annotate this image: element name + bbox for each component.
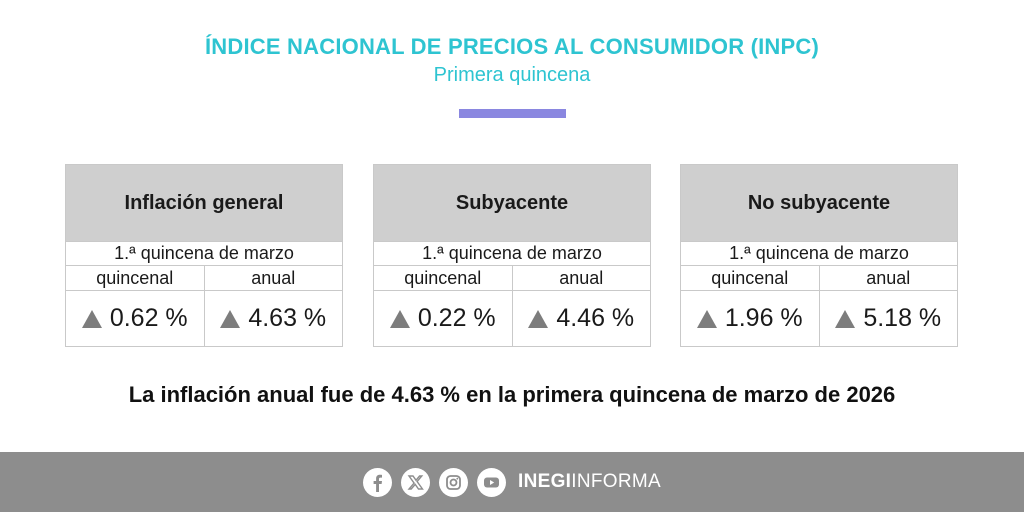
- quincenal-value: 1.96 %: [724, 304, 803, 332]
- column-quincenal: quincenal: [66, 266, 205, 290]
- card-no-subyacente: No subyacente 1.ª quincena de marzo quin…: [680, 164, 958, 347]
- youtube-icon[interactable]: [477, 467, 507, 497]
- anual-value-cell: 4.63 %: [205, 291, 343, 346]
- card-inflacion-general: Inflación general 1.ª quincena de marzo …: [65, 164, 343, 347]
- card-column-headers: quincenal anual: [374, 266, 650, 291]
- card-title: Inflación general: [66, 165, 342, 241]
- anual-value: 4.46 %: [556, 304, 635, 332]
- x-icon[interactable]: [401, 467, 431, 497]
- quincenal-value: 0.62 %: [109, 304, 188, 332]
- up-triangle-icon: [81, 309, 102, 328]
- quincenal-value: 0.22 %: [417, 304, 496, 332]
- accent-bar: [459, 109, 566, 118]
- anual-value: 5.18 %: [863, 304, 942, 332]
- card-column-headers: quincenal anual: [681, 266, 957, 291]
- anual-value: 4.63 %: [248, 304, 327, 332]
- up-triangle-icon: [528, 309, 549, 328]
- up-triangle-icon: [835, 309, 856, 328]
- card-period: 1.ª quincena de marzo: [66, 241, 342, 266]
- page-subtitle: Primera quincena: [433, 64, 591, 86]
- column-quincenal: quincenal: [681, 266, 820, 290]
- card-title: Subyacente: [374, 165, 650, 241]
- page-title: ÍNDICE NACIONAL DE PRECIOS AL CONSUMIDOR…: [204, 34, 820, 59]
- column-anual: anual: [251, 267, 296, 288]
- anual-value-cell: 4.46 %: [513, 291, 651, 346]
- column-quincenal: quincenal: [374, 266, 513, 290]
- up-triangle-icon: [220, 309, 241, 328]
- card-subyacente: Subyacente 1.ª quincena de marzo quincen…: [373, 164, 651, 347]
- anual-value-cell: 5.18 %: [820, 291, 958, 346]
- column-anual: anual: [866, 267, 911, 288]
- card-values: 1.96 % 5.18 %: [681, 291, 957, 346]
- quincenal-value-cell: 0.62 %: [66, 291, 205, 346]
- social-links: [363, 467, 507, 497]
- column-anual: anual: [559, 267, 604, 288]
- card-column-headers: quincenal anual: [66, 266, 342, 291]
- footer: INEGIINFORMA: [0, 452, 1024, 512]
- quincenal-value-cell: 1.96 %: [681, 291, 820, 346]
- headline: La inflación anual fue de 4.63 % en la p…: [128, 382, 896, 407]
- card-period: 1.ª quincena de marzo: [681, 241, 957, 266]
- instagram-icon[interactable]: [439, 467, 469, 497]
- card-values: 0.62 % 4.63 %: [66, 291, 342, 346]
- brand-logo[interactable]: INEGIINFORMA: [518, 471, 661, 493]
- brand-bold: INEGI: [518, 471, 572, 492]
- facebook-icon[interactable]: [363, 467, 393, 497]
- up-triangle-icon: [389, 309, 410, 328]
- brand-light: INFORMA: [571, 471, 661, 492]
- card-period: 1.ª quincena de marzo: [374, 241, 650, 266]
- quincenal-value-cell: 0.22 %: [374, 291, 513, 346]
- card-title: No subyacente: [681, 165, 957, 241]
- card-values: 0.22 % 4.46 %: [374, 291, 650, 346]
- up-triangle-icon: [696, 309, 717, 328]
